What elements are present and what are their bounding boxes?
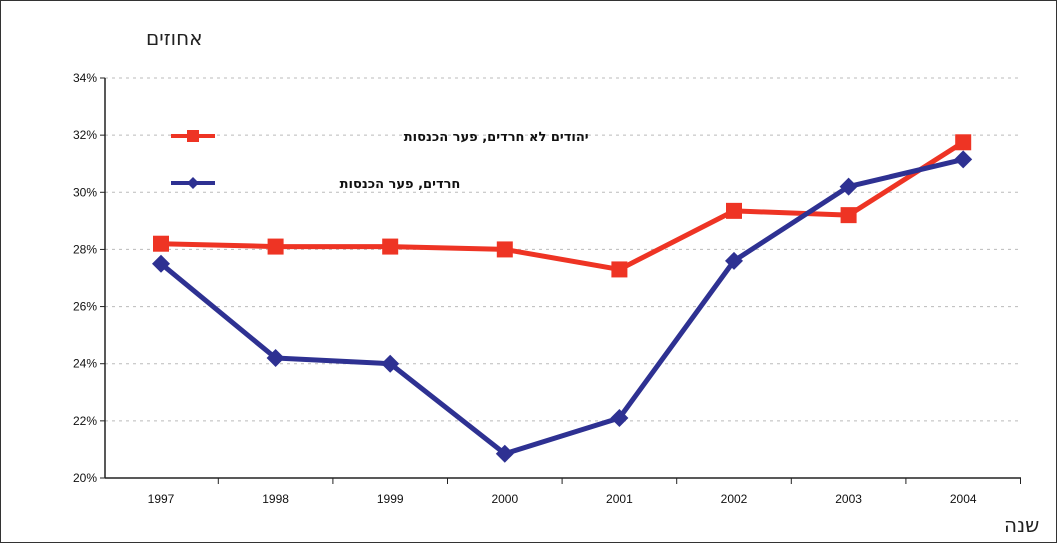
x-tick-label: 2002 bbox=[721, 492, 748, 506]
series-line-1 bbox=[160, 140, 965, 272]
axes bbox=[104, 78, 1021, 479]
data-point bbox=[496, 241, 513, 258]
data-point bbox=[152, 254, 170, 273]
y-tick-label: 32% bbox=[73, 128, 97, 142]
y-tick-label: 22% bbox=[73, 414, 97, 428]
y-tick-label: 26% bbox=[73, 300, 97, 314]
y-tick-label: 20% bbox=[73, 471, 97, 485]
data-point bbox=[267, 238, 284, 255]
x-tick-labels: 1997 1998 1999 2000 2001 2002 2003 2004 bbox=[148, 478, 1021, 506]
x-tick-label: 1997 bbox=[148, 492, 175, 506]
y-tick-label: 34% bbox=[73, 71, 97, 85]
data-point bbox=[955, 134, 972, 151]
data-point bbox=[839, 177, 858, 196]
x-tick-label: 2001 bbox=[606, 492, 633, 506]
data-point bbox=[840, 207, 857, 224]
data-point bbox=[495, 444, 514, 463]
y-tick-labels: 20% 22% 24% 26% 28% 30% 32% 34% bbox=[73, 71, 105, 485]
data-point bbox=[381, 354, 400, 373]
x-tick-label: 2000 bbox=[491, 492, 518, 506]
data-point bbox=[610, 409, 629, 427]
legend-label-1: יהודים לא חרדים, פער הכנסות bbox=[404, 130, 589, 145]
y-tick-label: 24% bbox=[73, 357, 97, 371]
data-point bbox=[266, 349, 285, 367]
legend-marker-2 bbox=[187, 177, 199, 189]
data-point bbox=[382, 238, 399, 255]
data-point bbox=[954, 150, 973, 169]
y-axis-title: אחוזים bbox=[146, 26, 203, 50]
data-point bbox=[153, 235, 169, 252]
x-tick-label: 2004 bbox=[950, 492, 977, 506]
data-point bbox=[611, 261, 628, 278]
x-tick-label: 1999 bbox=[377, 492, 404, 506]
grid bbox=[105, 77, 1021, 422]
x-axis-title: שנה bbox=[1004, 513, 1039, 537]
y-tick-label: 28% bbox=[73, 242, 97, 256]
legend-marker-1 bbox=[187, 130, 199, 142]
x-tick-label: 1998 bbox=[262, 492, 289, 506]
series-line-2 bbox=[159, 156, 964, 457]
data-point bbox=[726, 202, 742, 219]
legend-label-2: חרדים, פער הכנסות bbox=[340, 177, 461, 192]
legend: יהודים לא חרדים, פער הכנסות חרדים, פער הכ… bbox=[171, 130, 589, 192]
x-tick-label: 2003 bbox=[835, 492, 862, 506]
series bbox=[152, 134, 973, 463]
y-tick-label: 30% bbox=[73, 185, 97, 199]
data-point bbox=[725, 251, 743, 270]
